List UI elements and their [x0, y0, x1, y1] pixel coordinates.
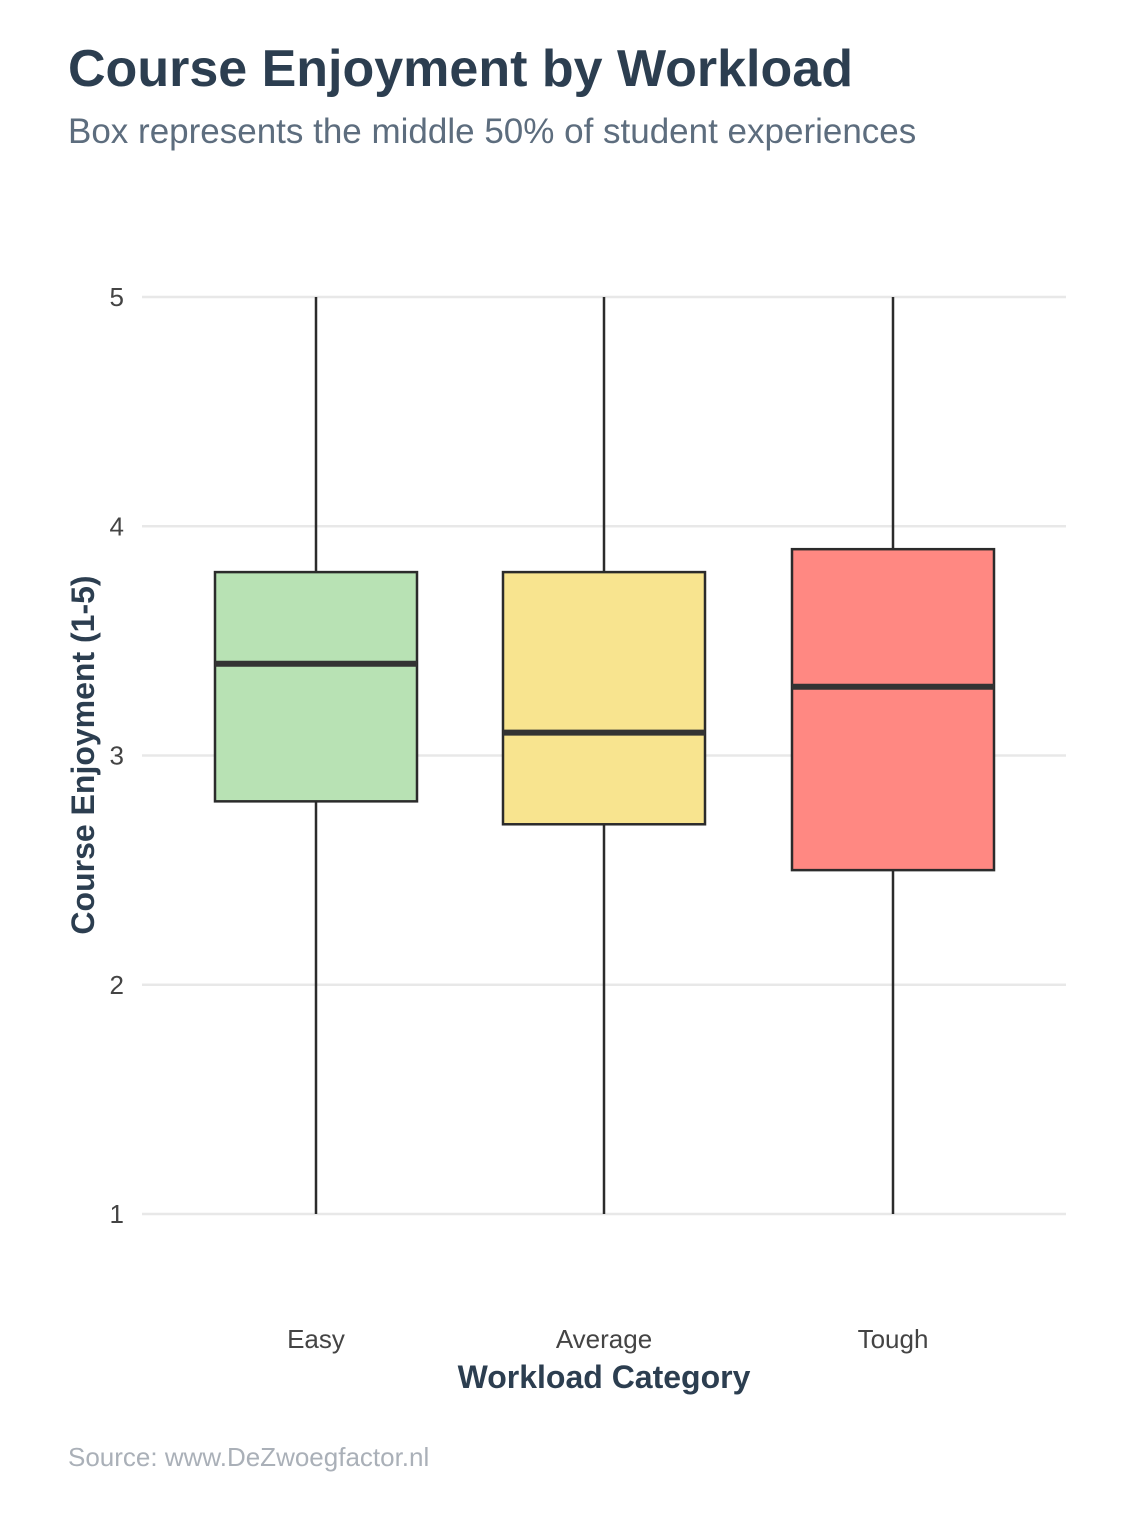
iqr-box-tough: [790, 547, 996, 872]
chart-subtitle: Box represents the middle 50% of student…: [68, 112, 917, 151]
x-tick-label-tough: Tough: [858, 1324, 929, 1354]
box-tough: [790, 297, 996, 1214]
chart-title: Course Enjoyment by Workload: [68, 40, 853, 98]
y-tick-label: 2: [110, 970, 124, 1000]
x-tick-label-average: Average: [556, 1324, 652, 1354]
y-axis-title: Course Enjoyment (1-5): [65, 575, 101, 934]
iqr-box-easy: [213, 570, 419, 803]
y-tick-label: 3: [110, 741, 124, 771]
y-tick-label: 1: [110, 1199, 124, 1229]
box-average: [501, 297, 707, 1214]
x-axis-title: Workload Category: [458, 1359, 751, 1395]
box-easy: [213, 297, 419, 1214]
y-tick-label: 5: [110, 282, 124, 312]
y-axis-ticks: 1 2 3 4 5: [110, 282, 124, 1229]
x-axis-ticks: Easy Average Tough: [287, 1324, 928, 1354]
x-tick-label-easy: Easy: [287, 1324, 345, 1354]
boxes: [213, 297, 996, 1214]
iqr-box-average: [501, 570, 707, 826]
y-tick-label: 4: [110, 511, 124, 541]
source-note: Source: www.DeZwoegfactor.nl: [68, 1442, 430, 1472]
